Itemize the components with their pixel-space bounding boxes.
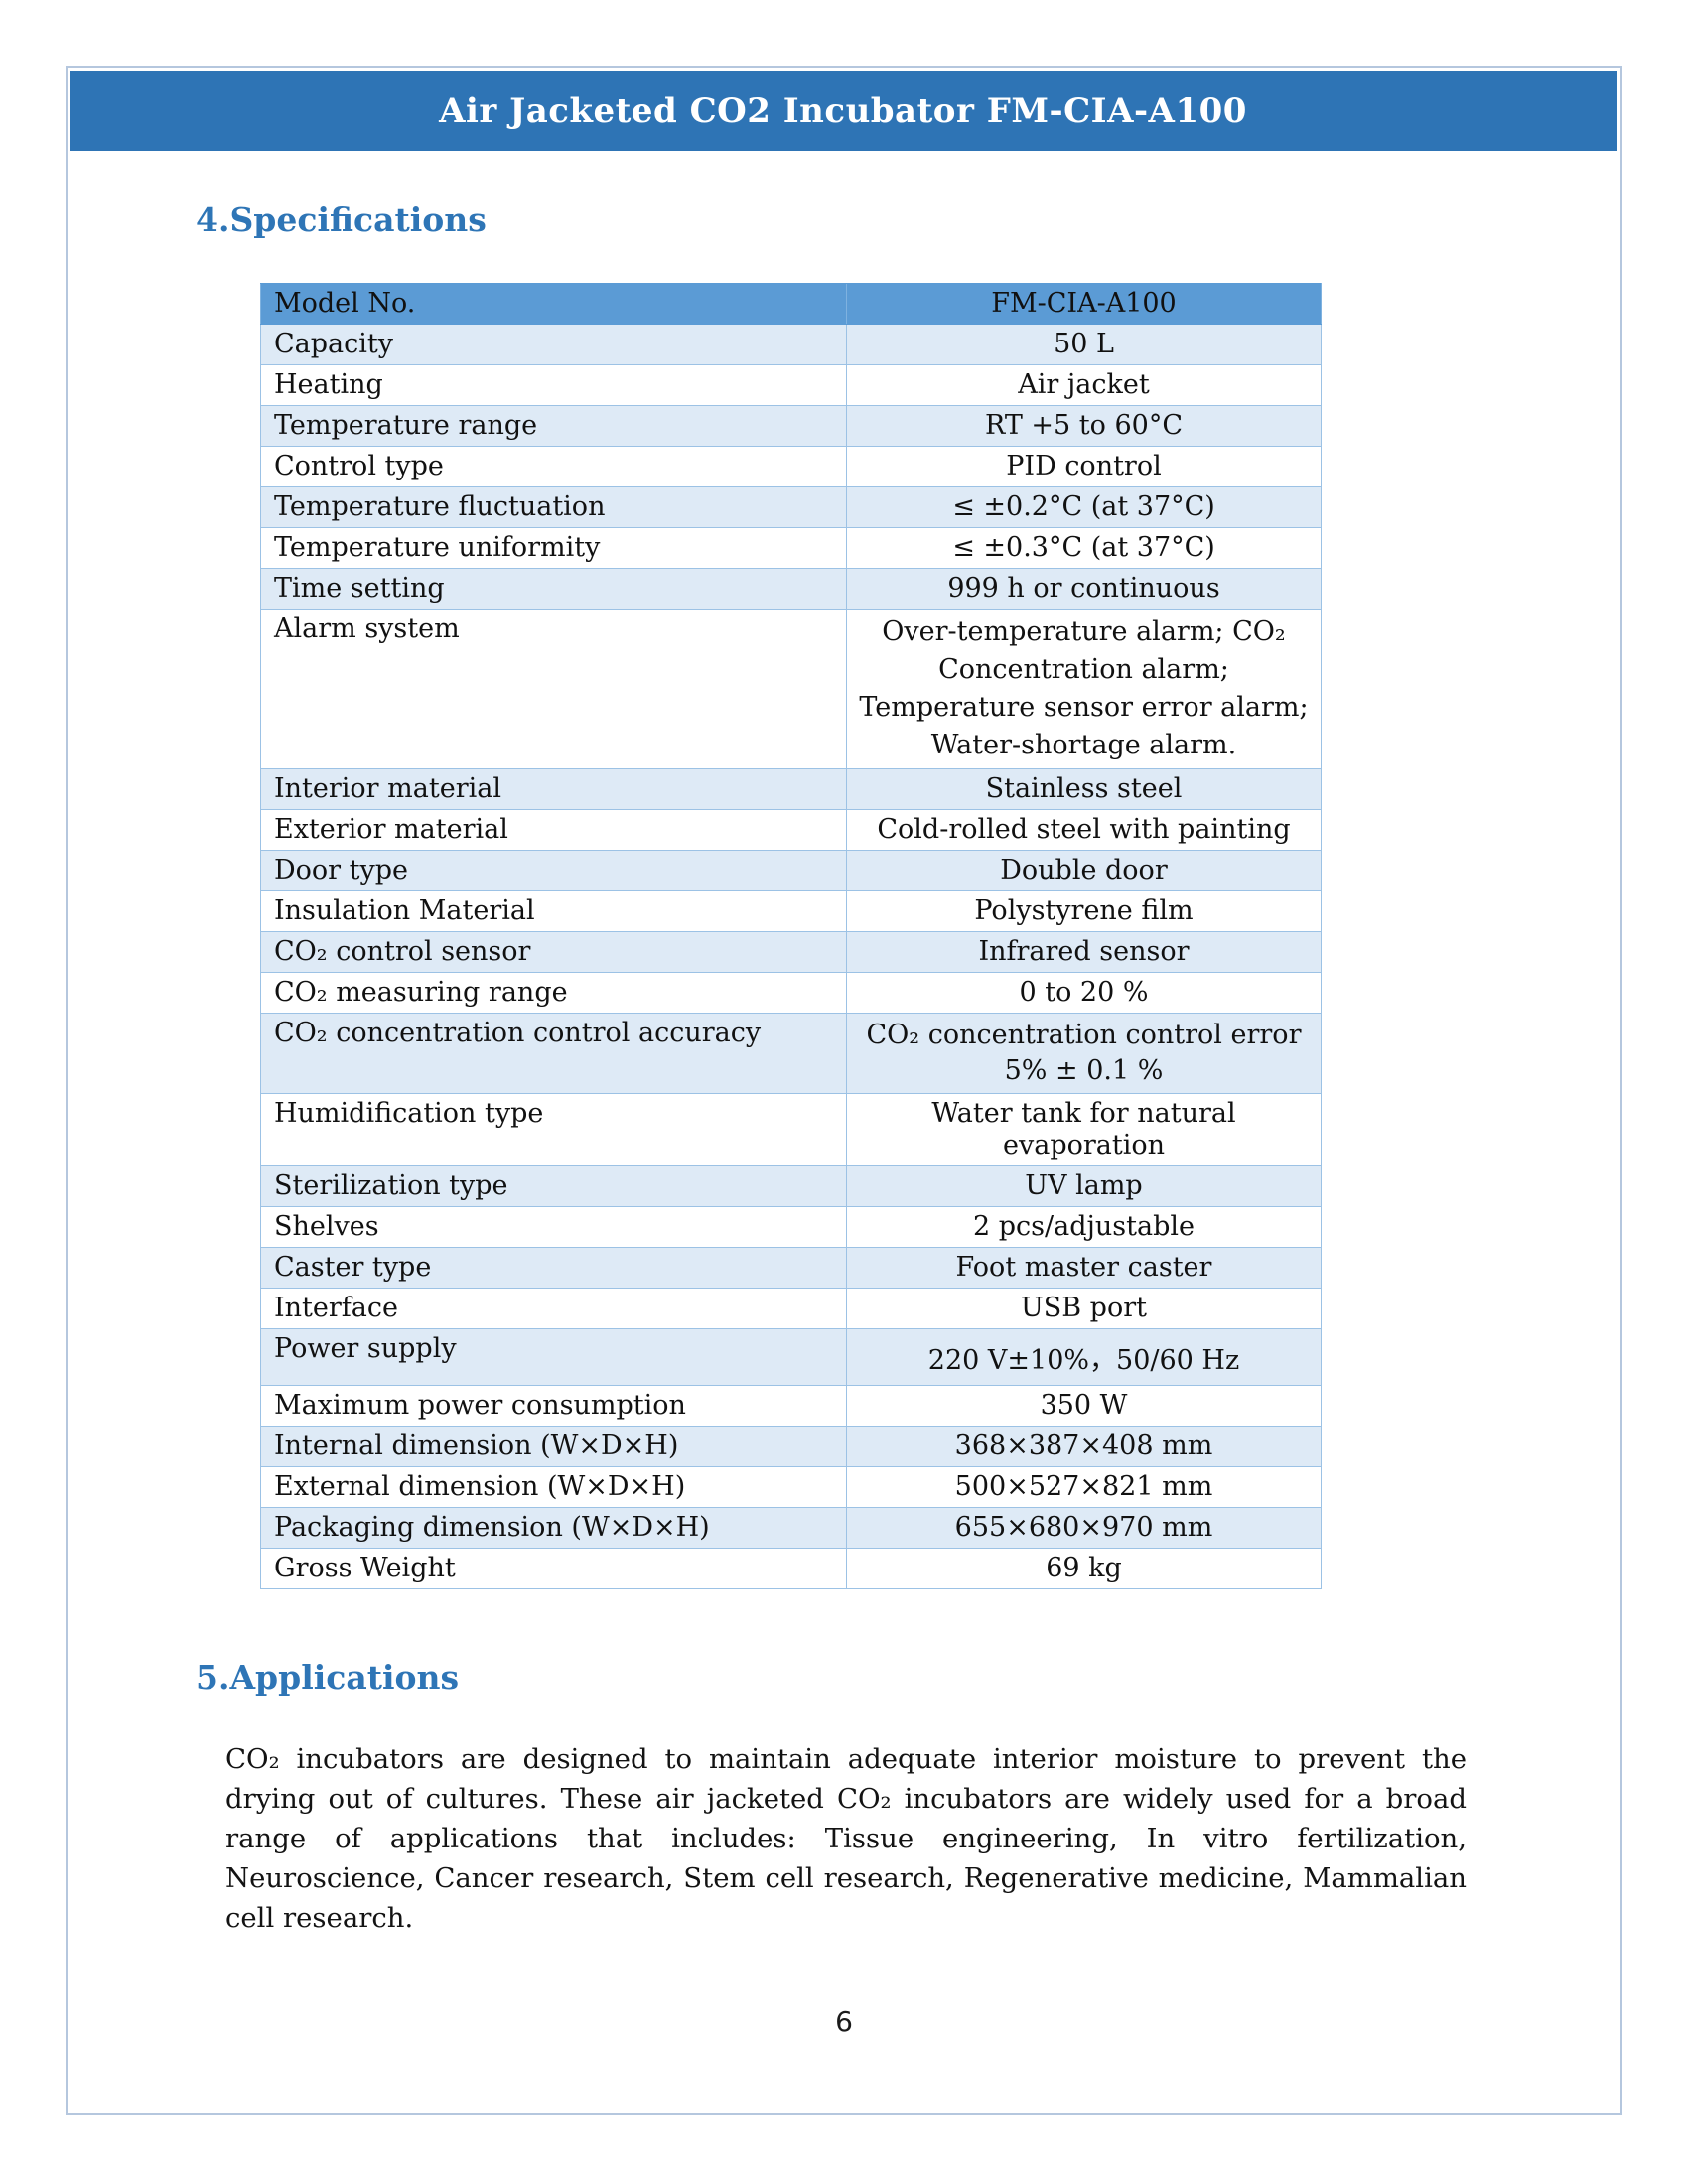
spec-label: Packaging dimension (W×D×H) [260,1507,847,1549]
spec-row: Temperature uniformity ≤ ±0.3°C (at 37°C) [260,527,1322,569]
spec-value: 0 to 20 % [846,972,1322,1014]
spec-row: Heating Air jacket [260,364,1322,406]
page-number: 6 [835,2005,853,2038]
spec-row: Gross Weight 69 kg [260,1548,1322,1589]
spec-label: Alarm system [260,609,847,769]
spec-value: Air jacket [846,364,1322,406]
spec-label: Heating [260,364,847,406]
spec-value: UV lamp [846,1165,1322,1207]
spec-label: Temperature range [260,405,847,447]
spec-value: ≤ ±0.3°C (at 37°C) [846,527,1322,569]
spec-label: Time setting [260,568,847,610]
spec-value: 368×387×408 mm [846,1426,1322,1467]
spec-label: Temperature fluctuation [260,486,847,528]
section-heading-applications: 5. Applications [196,1659,459,1697]
spec-value: RT +5 to 60°C [846,405,1322,447]
applications-paragraph: CO₂ incubators are designed to maintain … [225,1743,1467,1934]
spec-row: Door type Double door [260,850,1322,891]
spec-row: Power supply 220 V±10%，50/60 Hz [260,1328,1322,1386]
spec-row: Control type PID control [260,446,1322,487]
spec-value: 69 kg [846,1548,1322,1589]
spec-row: Maximum power consumption 350 W [260,1385,1322,1427]
spec-label: Caster type [260,1247,847,1289]
specifications-table: Model No. FM-CIA-A100 Capacity 50 L Heatin… [260,283,1322,1589]
spec-row: Alarm system Over-temperature alarm; CO₂ … [260,609,1322,769]
spec-label: Control type [260,446,847,487]
section-number: 4. [196,201,230,239]
spec-header-row: Model No. FM-CIA-A100 [260,283,1322,325]
spec-value: ≤ ±0.2°C (at 37°C) [846,486,1322,528]
spec-header-label: Model No. [260,283,847,325]
spec-value: Polystyrene film [846,890,1322,932]
spec-row: CO₂ concentration control accuracy CO₂ co… [260,1013,1322,1094]
spec-table-head: Model No. FM-CIA-A100 [260,283,1322,325]
spec-row: Capacity 50 L [260,324,1322,365]
spec-row: Exterior material Cold-rolled steel with … [260,809,1322,851]
spec-label: Insulation Material [260,890,847,932]
spec-label: Maximum power consumption [260,1385,847,1427]
section-title: Specifications [229,201,487,239]
spec-value: Foot master caster [846,1247,1322,1289]
spec-label: Exterior material [260,809,847,851]
spec-row: Interface USB port [260,1288,1322,1329]
spec-value: Double door [846,850,1322,891]
spec-value: PID control [846,446,1322,487]
spec-value: Stainless steel [846,768,1322,810]
spec-value: 50 L [846,324,1322,365]
spec-label: CO₂ concentration control accuracy [260,1013,847,1094]
spec-label: Shelves [260,1206,847,1248]
spec-label: Interface [260,1288,847,1329]
spec-row: Time setting 999 h or continuous [260,568,1322,610]
spec-value: Cold-rolled steel with painting [846,809,1322,851]
spec-row: Insulation Material Polystyrene film [260,890,1322,932]
spec-row: Internal dimension (W×D×H) 368×387×408 mm [260,1426,1322,1467]
spec-row: External dimension (W×D×H) 500×527×821 mm [260,1466,1322,1508]
spec-row: Sterilization type UV lamp [260,1165,1322,1207]
spec-row: Temperature range RT +5 to 60°C [260,405,1322,447]
document-title-banner: Air Jacketed CO2 Incubator FM-CIA-A100 [70,71,1617,151]
spec-row: CO₂ measuring range 0 to 20 % [260,972,1322,1014]
spec-row: Humidification type Water tank for natura… [260,1093,1322,1166]
spec-label: Humidification type [260,1093,847,1166]
spec-value: 999 h or continuous [846,568,1322,610]
spec-value: CO₂ concentration control error 5% ± 0.1… [846,1013,1322,1094]
spec-row: Caster type Foot master caster [260,1247,1322,1289]
spec-value: 500×527×821 mm [846,1466,1322,1508]
spec-row: Interior material Stainless steel [260,768,1322,810]
spec-label: Power supply [260,1328,847,1386]
spec-value: Infrared sensor [846,931,1322,973]
spec-row: Temperature fluctuation ≤ ±0.2°C (at 37°C… [260,486,1322,528]
spec-label: Sterilization type [260,1165,847,1207]
spec-value: 2 pcs/adjustable [846,1206,1322,1248]
spec-value: USB port [846,1288,1322,1329]
section-title: Applications [229,1658,460,1697]
spec-value: 220 V±10%，50/60 Hz [846,1328,1322,1386]
spec-table-body: Capacity 50 L Heating Air jacket Temperature… [260,324,1322,1589]
spec-label: Interior material [260,768,847,810]
spec-row: Shelves 2 pcs/adjustable [260,1206,1322,1248]
spec-header-value: FM-CIA-A100 [846,283,1322,325]
spec-row: Packaging dimension (W×D×H) 655×680×970 m… [260,1507,1322,1549]
spec-value: Over-temperature alarm; CO₂ Concentratio… [846,609,1322,769]
spec-label: Capacity [260,324,847,365]
spec-label: Door type [260,850,847,891]
spec-label: CO₂ measuring range [260,972,847,1014]
spec-label: CO₂ control sensor [260,931,847,973]
spec-value: 655×680×970 mm [846,1507,1322,1549]
spec-value: Water tank for natural evaporation [846,1093,1322,1166]
section-heading-specifications: 4. Specifications [196,202,487,239]
spec-label: External dimension (W×D×H) [260,1466,847,1508]
spec-label: Internal dimension (W×D×H) [260,1426,847,1467]
section-number: 5. [196,1658,230,1697]
spec-label: Temperature uniformity [260,527,847,569]
spec-label: Gross Weight [260,1548,847,1589]
spec-row: CO₂ control sensor Infrared sensor [260,931,1322,973]
spec-value: 350 W [846,1385,1322,1427]
